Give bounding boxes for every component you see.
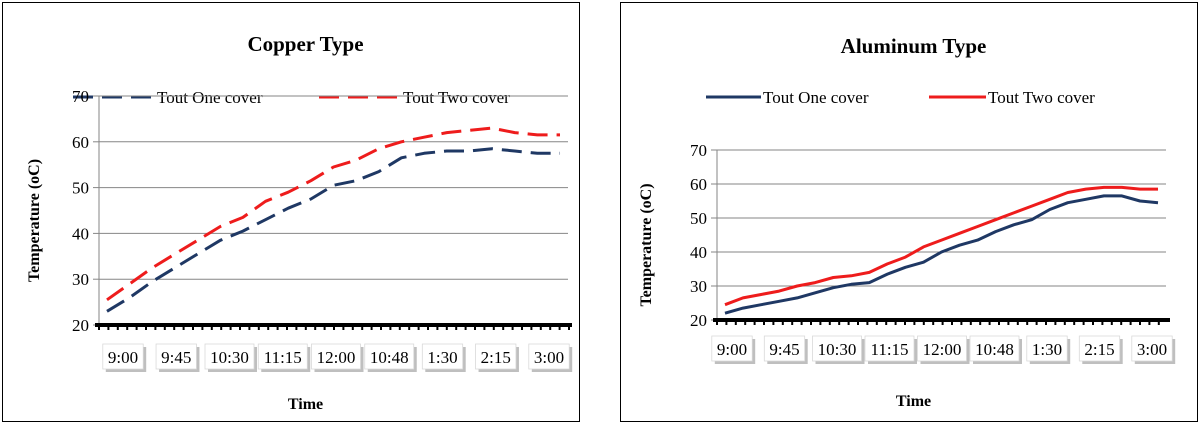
x-tick-label: 3:00 bbox=[534, 348, 564, 367]
y-tick-label: 70 bbox=[690, 141, 707, 160]
x-tick-box bbox=[204, 343, 255, 370]
x-tick-label: 9:00 bbox=[108, 348, 138, 367]
y-tick-label: 70 bbox=[72, 87, 89, 106]
x-tick-box bbox=[102, 343, 144, 370]
x-tick-label: 11:15 bbox=[264, 348, 302, 367]
copper-chart-svg: Copper Type Tout One cover Tout Two cover 2… bbox=[26, 32, 573, 413]
y-tick-label: 20 bbox=[690, 311, 707, 330]
y-tick-label: 60 bbox=[72, 133, 89, 152]
x-tick-box bbox=[969, 335, 1020, 362]
chart-panel-aluminum: Aluminum Type Tout One cover Tout Two cove… bbox=[620, 2, 1198, 422]
x-tick-label: 10:48 bbox=[975, 340, 1014, 359]
legend-label-0: Tout One cover bbox=[763, 88, 869, 107]
x-tick-box bbox=[364, 343, 415, 370]
x-tick-box bbox=[1131, 335, 1173, 362]
y-tick-label: 50 bbox=[72, 179, 89, 198]
x-tick-label: 10:48 bbox=[370, 348, 409, 367]
chart-title: Copper Type bbox=[247, 32, 363, 56]
y-tick-label: 30 bbox=[72, 270, 89, 289]
x-tick-label: 9:45 bbox=[769, 340, 799, 359]
x-tick-box bbox=[812, 335, 862, 362]
series-line-0 bbox=[106, 147, 560, 313]
y-tick-label: 60 bbox=[690, 175, 707, 194]
x-tick-label: 2:15 bbox=[481, 348, 511, 367]
y-axis-title: Temperature (oC) bbox=[638, 183, 655, 306]
x-tick-box bbox=[528, 343, 570, 370]
x-tick-label: 12:00 bbox=[923, 340, 962, 359]
x-tick-label: 1:30 bbox=[1032, 340, 1062, 359]
y-tick-label: 30 bbox=[690, 277, 707, 296]
legend-label-0: Tout One cover bbox=[157, 88, 263, 107]
x-axis-title: Time bbox=[288, 396, 323, 413]
x-tick-label: 2:15 bbox=[1084, 340, 1114, 359]
y-axis-title: Temperature (oC) bbox=[26, 159, 43, 282]
series-line-0 bbox=[724, 194, 1159, 315]
x-tick-box bbox=[763, 335, 806, 362]
y-tick-label: 40 bbox=[690, 243, 707, 262]
chart-title: Aluminum Type bbox=[841, 34, 987, 58]
legend-label-1: Tout Two cover bbox=[988, 88, 1095, 107]
x-tick-label: 10:30 bbox=[818, 340, 857, 359]
x-tick-box bbox=[917, 335, 967, 362]
x-axis-title: Time bbox=[896, 393, 931, 410]
x-tick-box bbox=[311, 343, 361, 370]
x-tick-box bbox=[1026, 335, 1068, 362]
x-tick-label: 9:45 bbox=[161, 348, 191, 367]
x-tick-box bbox=[155, 343, 197, 370]
chart-panel-copper: Copper Type Tout One cover Tout Two cover 2… bbox=[2, 2, 580, 422]
x-tick-box bbox=[475, 343, 517, 370]
x-tick-label: 10:30 bbox=[210, 348, 249, 367]
x-tick-label: 9:00 bbox=[717, 340, 747, 359]
x-tick-box bbox=[711, 335, 753, 362]
y-tick-label: 20 bbox=[72, 316, 89, 335]
y-tick-label: 40 bbox=[72, 224, 89, 243]
x-tick-label: 12:00 bbox=[317, 348, 356, 367]
x-tick-box bbox=[864, 335, 915, 362]
y-tick-label: 50 bbox=[690, 209, 707, 228]
series-line-1 bbox=[724, 185, 1158, 307]
series-line-1 bbox=[106, 126, 560, 302]
x-tick-label: 3:00 bbox=[1137, 340, 1167, 359]
x-tick-box bbox=[257, 343, 308, 370]
x-tick-box bbox=[1078, 335, 1121, 362]
legend-label-1: Tout Two cover bbox=[403, 88, 510, 107]
x-tick-label: 11:15 bbox=[870, 340, 908, 359]
x-tick-label: 1:30 bbox=[427, 348, 457, 367]
aluminum-chart-svg: Aluminum Type Tout One cover Tout Two cove… bbox=[638, 34, 1176, 410]
x-tick-box bbox=[421, 343, 464, 370]
